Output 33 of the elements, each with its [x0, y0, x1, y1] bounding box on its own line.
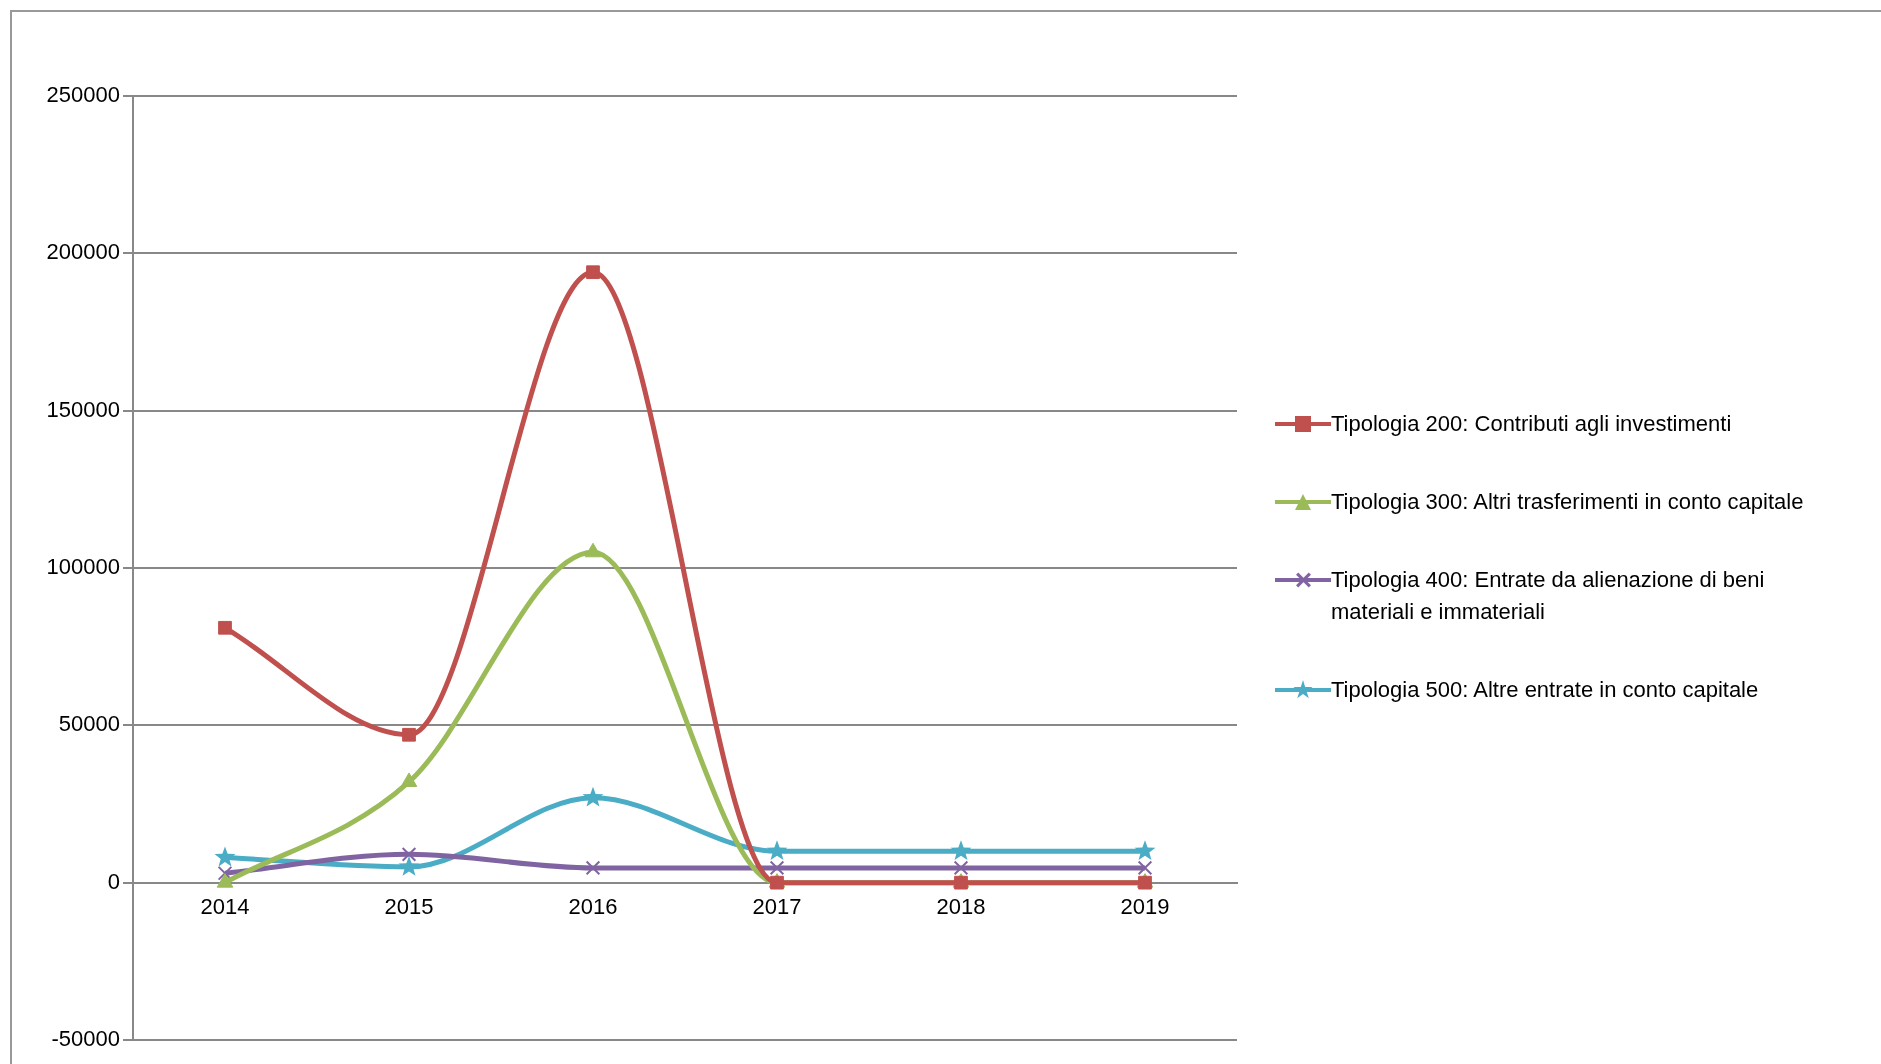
- x-tick-label: 2015: [384, 893, 434, 919]
- x-tick-label: 2016: [568, 893, 618, 919]
- point: [953, 860, 969, 876]
- y-tick-label: 100000: [46, 554, 120, 580]
- point: [214, 846, 236, 867]
- legend-label: Tipologia 400: Entrate da alienazione di beni materiali e immateriali: [1331, 566, 1766, 626]
- y-tick-label: 150000: [46, 396, 120, 422]
- point: [766, 840, 788, 861]
- point: [217, 865, 233, 881]
- point: [402, 727, 416, 742]
- point: [1137, 860, 1153, 876]
- legend-label: Tipologia 500: Altre entrate in conto capitale: [1331, 676, 1759, 704]
- point: [1134, 840, 1156, 861]
- y-tick-label: 0: [107, 868, 120, 894]
- x-tick-label: 2019: [1120, 893, 1170, 919]
- y-tick-label: -50000: [51, 1026, 120, 1052]
- x-tick-label: 2018: [936, 893, 986, 919]
- y-tick-label: 200000: [46, 239, 120, 265]
- legend-label: Tipologia 200: Contributi agli investimenti: [1331, 410, 1732, 438]
- point: [216, 873, 234, 888]
- point: [585, 860, 601, 876]
- y-tick-label: 250000: [46, 82, 120, 108]
- point: [398, 855, 420, 876]
- point: [586, 265, 600, 280]
- legend-label: Tipologia 300: Altri trasferimenti in conto capitale: [1331, 488, 1804, 516]
- point: [218, 620, 232, 635]
- point: [401, 846, 417, 862]
- y-tick-label: 50000: [58, 711, 120, 737]
- x-tick-label: 2014: [200, 893, 250, 919]
- point: [769, 860, 785, 876]
- x-tick-label: 2017: [752, 893, 802, 919]
- point: [950, 840, 972, 861]
- point: [582, 786, 604, 807]
